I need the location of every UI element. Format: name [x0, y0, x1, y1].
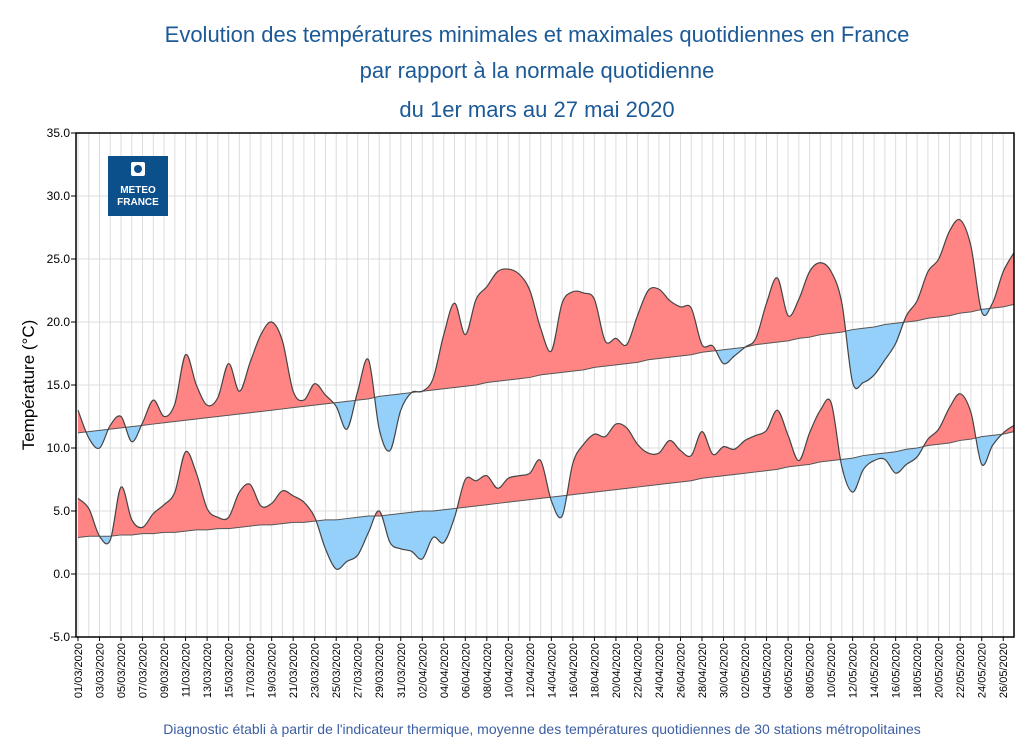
x-tick-label: 23/03/2020	[310, 643, 322, 698]
x-tick-label: 10/05/2020	[826, 643, 838, 698]
x-tick-label: 27/03/2020	[353, 643, 365, 698]
x-tick-label: 29/03/2020	[374, 643, 386, 698]
x-tick-label: 31/03/2020	[396, 643, 408, 698]
chart-title-line-1: Evolution des températures minimales et …	[164, 22, 910, 47]
max-temperature-line	[77, 218, 1015, 452]
x-tick-label: 14/05/2020	[869, 643, 881, 698]
logo-emblem-circle	[134, 165, 142, 173]
x-tick-label: 26/05/2020	[998, 643, 1010, 698]
x-tick-label: 14/04/2020	[546, 643, 558, 698]
chart-title-line-3: du 1er mars au 27 mai 2020	[399, 97, 675, 122]
y-tick-label: 20.0	[47, 315, 71, 329]
x-tick-label: 07/03/2020	[138, 643, 150, 698]
chart-title-line-2: par rapport à la normale quotidienne	[359, 58, 715, 83]
logo-text-2: FRANCE	[117, 197, 159, 208]
y-tick-label: 5.0	[53, 504, 70, 518]
x-tick-label: 03/03/2020	[95, 643, 107, 698]
x-tick-label: 15/03/2020	[224, 643, 236, 698]
x-tick-label: 06/04/2020	[460, 643, 472, 698]
y-axis-label: Température (°C)	[19, 320, 38, 451]
x-tick-label: 16/05/2020	[891, 643, 903, 698]
x-tick-label: 09/03/2020	[159, 643, 171, 698]
min-temperature-line	[77, 393, 1015, 570]
max-above-normal-area	[78, 219, 1014, 433]
x-tick-label: 21/03/2020	[288, 643, 300, 698]
x-tick-label: 10/04/2020	[503, 643, 515, 698]
x-tick-label: 05/03/2020	[116, 643, 128, 698]
x-tick-label: 24/05/2020	[977, 643, 989, 698]
y-tick-label: 0.0	[53, 567, 70, 581]
x-tick-label: 18/04/2020	[589, 643, 601, 698]
max-normal-line	[77, 303, 1015, 434]
x-tick-label: 16/04/2020	[568, 643, 580, 698]
x-tick-label: 12/05/2020	[848, 643, 860, 698]
min-normal-line	[77, 431, 1015, 538]
y-tick-label: 25.0	[47, 252, 71, 266]
x-tick-label: 20/05/2020	[934, 643, 946, 698]
y-tick-label: 15.0	[47, 378, 71, 392]
y-tick-label: 35.0	[47, 126, 71, 140]
x-tick-label: 22/05/2020	[955, 643, 967, 698]
x-tick-label: 28/04/2020	[697, 643, 709, 698]
logo-text-1: METEO	[120, 185, 156, 196]
chart-footer-note: Diagnostic établi à partir de l'indicate…	[163, 721, 921, 737]
x-tick-label: 26/04/2020	[675, 643, 687, 698]
x-tick-label: 19/03/2020	[267, 643, 279, 698]
x-tick-label: 17/03/2020	[245, 643, 257, 698]
x-tick-label: 08/04/2020	[482, 643, 494, 698]
x-tick-label: 08/05/2020	[805, 643, 817, 698]
x-tick-label: 04/04/2020	[439, 643, 451, 698]
x-tick-label: 12/04/2020	[525, 643, 537, 698]
x-tick-label: 24/04/2020	[654, 643, 666, 698]
x-tick-label: 04/05/2020	[762, 643, 774, 698]
x-tick-label: 18/05/2020	[912, 643, 924, 698]
x-tick-label: 25/03/2020	[331, 643, 343, 698]
x-tick-label: 11/03/2020	[181, 643, 193, 697]
x-tick-label: 02/05/2020	[740, 643, 752, 698]
x-tick-label: 02/04/2020	[417, 643, 429, 698]
x-tick-label: 13/03/2020	[202, 643, 214, 698]
x-tick-label: 20/04/2020	[611, 643, 623, 698]
x-tick-label: 06/05/2020	[783, 643, 795, 698]
y-tick-label: 30.0	[47, 189, 71, 203]
y-tick-label: 10.0	[47, 441, 71, 455]
x-tick-label: 01/03/2020	[73, 643, 85, 698]
y-tick-label: -5.0	[49, 630, 70, 644]
x-tick-label: 22/04/2020	[632, 643, 644, 698]
x-tick-label: 30/04/2020	[719, 643, 731, 698]
